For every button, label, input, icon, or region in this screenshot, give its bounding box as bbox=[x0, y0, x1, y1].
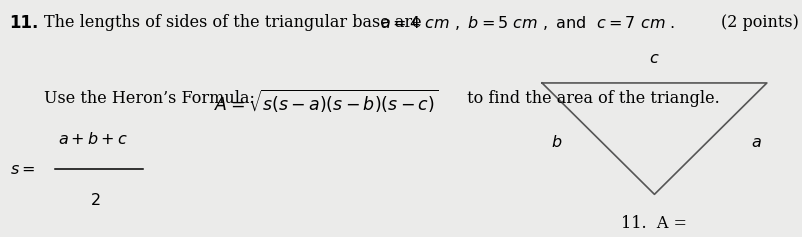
Text: $c$: $c$ bbox=[648, 51, 659, 66]
Text: $A = \sqrt{s(s-a)(s-b)(s-c)}$: $A = \sqrt{s(s-a)(s-b)(s-c)}$ bbox=[214, 88, 439, 115]
Text: Use the Heron’s Formula:: Use the Heron’s Formula: bbox=[44, 90, 265, 107]
Text: $a+b+c$: $a+b+c$ bbox=[58, 131, 128, 147]
Text: $a$: $a$ bbox=[750, 135, 760, 150]
Text: 11.  A =: 11. A = bbox=[621, 215, 687, 232]
Text: (2 points): (2 points) bbox=[720, 14, 798, 31]
Text: to find the area of the triangle.: to find the area of the triangle. bbox=[461, 90, 719, 107]
Text: 11.: 11. bbox=[10, 14, 39, 32]
Text: The lengths of sides of the triangular base are: The lengths of sides of the triangular b… bbox=[44, 14, 427, 31]
Text: $s =$: $s =$ bbox=[10, 162, 34, 177]
Text: $a = 4\ \mathit{cm}\ ,\ b = 5\ \mathit{cm}\ ,\ \mathrm{and}\ \ c = 7\ \mathit{cm: $a = 4\ \mathit{cm}\ ,\ b = 5\ \mathit{c… bbox=[379, 14, 674, 32]
Text: $b$: $b$ bbox=[550, 134, 561, 150]
Text: $2$: $2$ bbox=[89, 192, 100, 208]
